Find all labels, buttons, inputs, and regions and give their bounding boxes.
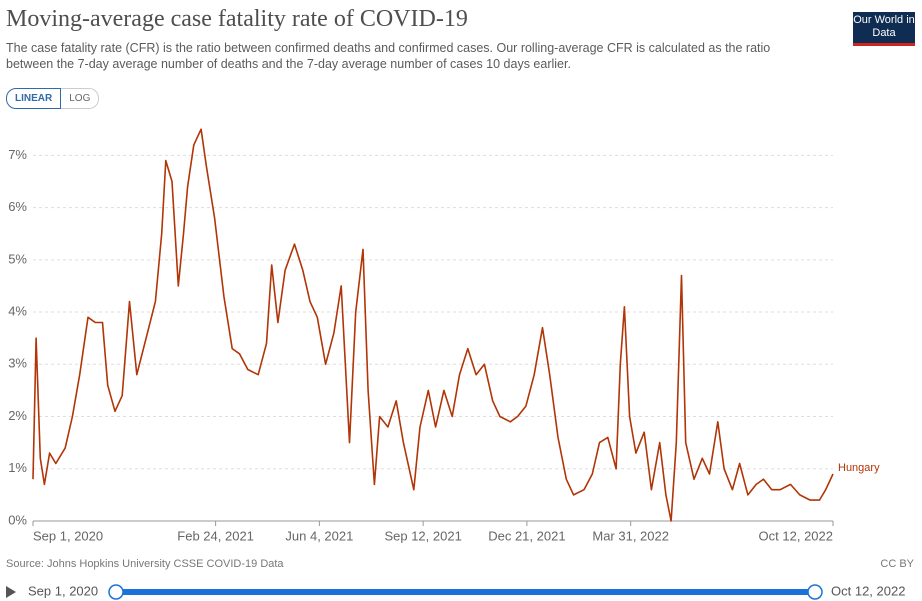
license[interactable]: CC BY bbox=[880, 558, 914, 570]
x-tick-label: Sep 12, 2021 bbox=[384, 528, 461, 543]
y-tick-label: 6% bbox=[8, 199, 27, 214]
logo[interactable]: Our World in Data bbox=[853, 12, 915, 46]
timeline-handle-start[interactable] bbox=[108, 584, 124, 600]
log-button[interactable]: LOG bbox=[61, 88, 100, 109]
y-tick-label: 4% bbox=[8, 303, 27, 318]
timeline-handle-end[interactable] bbox=[807, 584, 823, 600]
chart-subtitle: The case fatality rate (CFR) is the rati… bbox=[6, 41, 771, 71]
x-tick-label: Oct 12, 2022 bbox=[759, 528, 833, 543]
x-tick-label: Sep 1, 2020 bbox=[33, 528, 103, 543]
series-line bbox=[32, 128, 834, 522]
x-tick-label: Feb 24, 2021 bbox=[177, 528, 254, 543]
play-button[interactable] bbox=[6, 586, 16, 598]
scale-toggle: LINEAR LOG bbox=[6, 88, 100, 109]
series-label: Hungary bbox=[838, 462, 880, 474]
x-tick-label: Mar 31, 2022 bbox=[592, 528, 669, 543]
y-tick-label: 7% bbox=[8, 147, 27, 162]
x-tick-label: Dec 21, 2021 bbox=[488, 528, 565, 543]
source: Source: Johns Hopkins University CSSE CO… bbox=[6, 558, 284, 570]
chart-title: Moving-average case fatality rate of COV… bbox=[6, 6, 468, 32]
timeline-start: Sep 1, 2020 bbox=[28, 583, 98, 598]
y-tick-label: 3% bbox=[8, 356, 27, 371]
y-tick-label: 1% bbox=[8, 460, 27, 475]
timeline-track bbox=[116, 589, 815, 595]
x-tick-label: Jun 4, 2021 bbox=[285, 528, 353, 543]
timeline-end: Oct 12, 2022 bbox=[831, 583, 905, 598]
y-tick-label: 0% bbox=[8, 512, 27, 527]
y-tick-label: 5% bbox=[8, 251, 27, 266]
y-tick-label: 2% bbox=[8, 408, 27, 423]
linear-button[interactable]: LINEAR bbox=[6, 88, 62, 109]
